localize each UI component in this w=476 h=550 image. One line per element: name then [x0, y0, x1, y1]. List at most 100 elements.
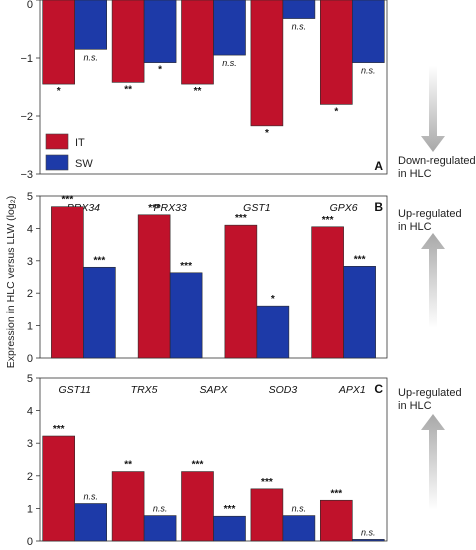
significance-label: ** [194, 86, 202, 97]
significance-label: n.s. [361, 66, 376, 76]
bar-it [111, 0, 145, 83]
significance-label: * [57, 86, 61, 97]
category-label: APX1 [338, 384, 366, 396]
bar-it [319, 499, 353, 542]
bar-sw [282, 515, 316, 542]
panel-c-ytick-label: 0 [27, 536, 33, 548]
side-note-b-line2: in HLC [398, 221, 432, 233]
side-note-a-line1: Down-regulated [398, 155, 476, 167]
arrow-up-icon [421, 233, 445, 328]
significance-label: n.s. [361, 527, 376, 537]
bar-it [137, 214, 171, 359]
panel-c-letter: C [374, 382, 383, 396]
legend-label-it: IT [75, 137, 85, 149]
bar-sw [169, 272, 203, 359]
significance-label: n.s. [153, 504, 168, 514]
panel-b-ytick-label: 0 [27, 353, 33, 365]
significance-label: *** [330, 488, 342, 499]
significance-label: *** [224, 504, 236, 515]
panel-b-ytick-label: 2 [27, 288, 33, 300]
panel-a: 0−1−2−3ALHCB1.1*n.s.LHCB1.2***LHCB1.3**n… [20, 0, 388, 181]
significance-label: * [265, 128, 269, 139]
bar-it [311, 226, 344, 359]
side-note-c: Up-regulated in HLC [398, 387, 462, 510]
bar-it [250, 488, 284, 542]
category-label: GST11 [58, 384, 90, 396]
significance-label: n.s. [292, 504, 307, 514]
category-label: GST1 [243, 202, 270, 214]
significance-label: *** [180, 261, 192, 272]
significance-label: n.s. [222, 58, 237, 68]
category-label: GPX6 [330, 202, 358, 214]
panel-c-ytick-label: 2 [27, 471, 33, 483]
significance-label: * [271, 294, 275, 305]
bar-it [181, 0, 214, 85]
bar-it [111, 471, 145, 542]
bar-sw [143, 515, 177, 542]
side-note-c-line2: in HLC [398, 400, 432, 412]
side-note-a: Down-regulated in HLC [398, 66, 476, 180]
side-note-c-line1: Up-regulated [398, 387, 462, 399]
significance-label: *** [354, 254, 366, 265]
bar-sw [143, 0, 177, 63]
category-label: TRX5 [131, 384, 158, 396]
bar-sw [282, 0, 316, 19]
bar-it [250, 0, 284, 127]
significance-label: *** [148, 203, 160, 214]
significance-label: n.s. [83, 492, 98, 502]
panel-a-frame [39, 0, 388, 175]
panel-b-ytick-label: 1 [27, 321, 33, 333]
bar-it [51, 206, 84, 359]
significance-label: * [334, 106, 338, 117]
bar-sw [83, 266, 116, 359]
panel-b-frame [39, 195, 388, 359]
bar-sw [351, 539, 385, 542]
bar-sw [343, 266, 376, 359]
significance-label: * [158, 65, 162, 76]
significance-label: *** [62, 195, 74, 206]
significance-label: *** [322, 215, 334, 226]
panel-a-ytick-label: −3 [20, 169, 33, 181]
bar-sw [74, 503, 107, 542]
bar-sw [256, 305, 290, 359]
panel-c-ytick-label: 3 [27, 438, 33, 450]
y-axis-label: Expression in HLC versus LLW (log₂) [5, 196, 17, 369]
significance-label: n.s. [83, 52, 98, 62]
significance-label: *** [261, 477, 273, 488]
panel-a-ytick-label: −1 [20, 53, 33, 65]
panel-b: 012345BPRX34******PRX33******GST1****GPX… [27, 191, 388, 365]
legend-swatch-it [45, 133, 69, 150]
panel-c-ytick-label: 5 [27, 373, 33, 385]
panel-c-ytick-label: 1 [27, 503, 33, 515]
panel-b-letter: B [374, 200, 383, 214]
bar-it [42, 0, 76, 85]
bar-sw [213, 515, 246, 542]
bar-it [319, 0, 353, 105]
category-label: PRX33 [153, 202, 186, 214]
significance-label: *** [53, 424, 65, 435]
significance-label: *** [192, 460, 204, 471]
significance-label: ** [124, 460, 132, 471]
legend-swatch-sw [45, 154, 69, 171]
panel-c: 0 1 2 3 4 5 C GST11 *** n.s. TRX5 ** n.s. SAPX *** *** S… [27, 373, 388, 548]
category-label: SAPX [199, 384, 228, 396]
category-label: SOD3 [269, 384, 298, 396]
bar-it [181, 471, 214, 542]
panel-a-ytick-label: 0 [27, 0, 33, 11]
bar-it [224, 224, 258, 359]
significance-label: ** [124, 84, 132, 95]
bar-sw [213, 0, 246, 56]
panel-a-letter: A [374, 159, 383, 173]
significance-label: *** [94, 255, 106, 266]
bar-sw [74, 0, 107, 50]
legend-label-sw: SW [75, 158, 93, 170]
side-note-a-line2: in HLC [398, 168, 432, 180]
significance-label: n.s. [292, 22, 307, 32]
side-note-b-line1: Up-regulated [398, 208, 462, 220]
panel-b-ytick-label: 5 [27, 191, 33, 203]
side-note-b: Up-regulated in HLC [398, 208, 462, 328]
panel-c-ytick-label: 4 [27, 406, 33, 418]
significance-label: *** [235, 213, 247, 224]
panel-b-ytick-label: 4 [27, 223, 33, 235]
